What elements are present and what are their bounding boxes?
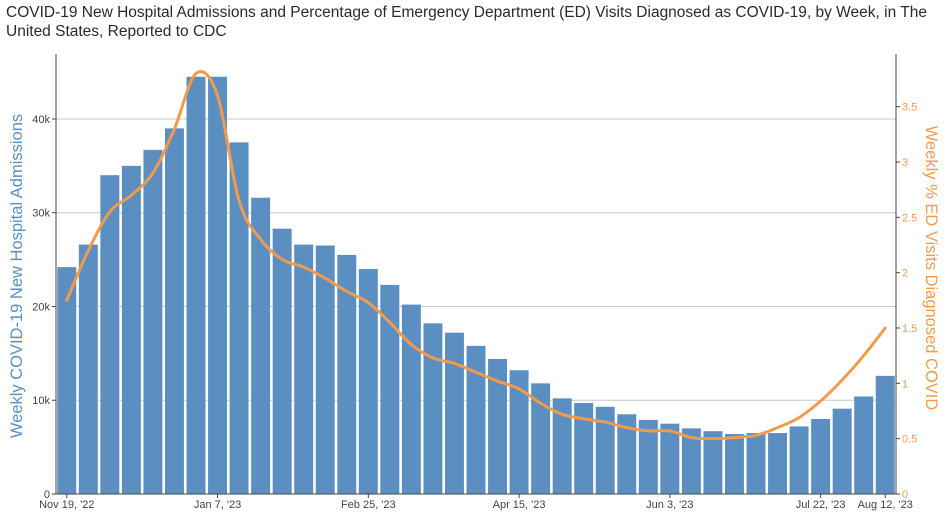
bar-12 bbox=[315, 245, 335, 494]
left-tick-label-0: 0 bbox=[44, 489, 50, 501]
chart-title: COVID-19 New Hospital Admissions and Per… bbox=[6, 4, 927, 40]
bar-8 bbox=[229, 142, 249, 495]
ed-visits-line bbox=[65, 70, 887, 441]
bar-24 bbox=[574, 403, 594, 494]
bar-35 bbox=[811, 418, 831, 494]
bar-29 bbox=[681, 428, 701, 494]
right-tick-label-7: 3.5 bbox=[902, 102, 917, 114]
bar-15 bbox=[380, 284, 400, 494]
bar-10 bbox=[272, 228, 292, 494]
bar-34 bbox=[789, 426, 809, 494]
bar-18 bbox=[444, 332, 464, 494]
bar-22 bbox=[531, 383, 551, 494]
left-tick-label-2: 20k bbox=[32, 301, 50, 313]
bar-31 bbox=[724, 433, 744, 494]
x-axis-ticks: Nov 19, '22 Jan 7, '23 Feb 25, '23 Apr 15, … bbox=[39, 494, 913, 511]
bar-23 bbox=[552, 398, 572, 494]
axes bbox=[55, 54, 897, 495]
x-tick-label-6: Aug 12, '23 bbox=[858, 499, 913, 511]
right-tick-label-2: 1 bbox=[902, 378, 908, 390]
bar-0 bbox=[57, 267, 77, 494]
bar-1 bbox=[78, 244, 98, 494]
x-tick-label-1: Jan 7, '23 bbox=[194, 499, 241, 511]
bar-6 bbox=[186, 76, 206, 494]
bar-32 bbox=[746, 433, 766, 494]
bar-16 bbox=[401, 304, 421, 494]
bar-36 bbox=[832, 408, 852, 494]
bar-3 bbox=[121, 165, 141, 495]
bar-27 bbox=[638, 419, 658, 494]
bar-30 bbox=[703, 431, 723, 494]
x-tick-label-0: Nov 19, '22 bbox=[39, 499, 94, 511]
left-axis-ticks: 0 10k 20k 30k 40k bbox=[32, 114, 56, 501]
x-tick-label-2: Feb 25, '23 bbox=[341, 499, 396, 511]
right-tick-label-3: 1.5 bbox=[902, 323, 917, 335]
bar-5 bbox=[164, 128, 184, 495]
bar-37 bbox=[854, 396, 874, 494]
bar-9 bbox=[251, 197, 271, 494]
right-axis-ticks: 0 0.5 1 1.5 2 2.5 3 3.5 bbox=[896, 102, 917, 501]
x-tick-label-4: Jun 3, '23 bbox=[646, 499, 693, 511]
bar-series bbox=[57, 76, 895, 495]
bar-28 bbox=[660, 423, 680, 494]
bar-14 bbox=[358, 268, 378, 494]
bar-7 bbox=[208, 76, 228, 494]
bar-25 bbox=[595, 406, 615, 494]
right-axis-label: Weekly % ED Visits Diagnosed COVID bbox=[922, 126, 940, 411]
left-tick-label-4: 40k bbox=[32, 114, 50, 126]
line-series bbox=[65, 70, 887, 441]
right-tick-label-4: 2 bbox=[902, 268, 908, 280]
bar-19 bbox=[466, 345, 486, 494]
bar-33 bbox=[768, 433, 788, 494]
right-tick-label-0: 0 bbox=[902, 489, 908, 501]
left-axis-label: Weekly COVID-19 New Hospital Admissions bbox=[8, 114, 26, 438]
bar-20 bbox=[488, 358, 508, 494]
right-tick-label-5: 2.5 bbox=[902, 212, 917, 224]
bar-17 bbox=[423, 323, 443, 494]
x-tick-label-3: Apr 15, '23 bbox=[493, 499, 546, 511]
bar-26 bbox=[617, 414, 637, 494]
right-tick-label-6: 3 bbox=[902, 157, 908, 169]
bar-21 bbox=[509, 370, 529, 494]
left-tick-label-3: 30k bbox=[32, 208, 50, 220]
bar-11 bbox=[294, 244, 314, 494]
x-tick-label-5: Jul 22, '23 bbox=[796, 499, 846, 511]
right-tick-label-1: 0.5 bbox=[902, 434, 917, 446]
bar-13 bbox=[337, 254, 357, 494]
bar-38 bbox=[875, 375, 895, 494]
bar-2 bbox=[100, 175, 120, 495]
bar-4 bbox=[143, 149, 163, 494]
left-tick-label-1: 10k bbox=[32, 395, 50, 407]
